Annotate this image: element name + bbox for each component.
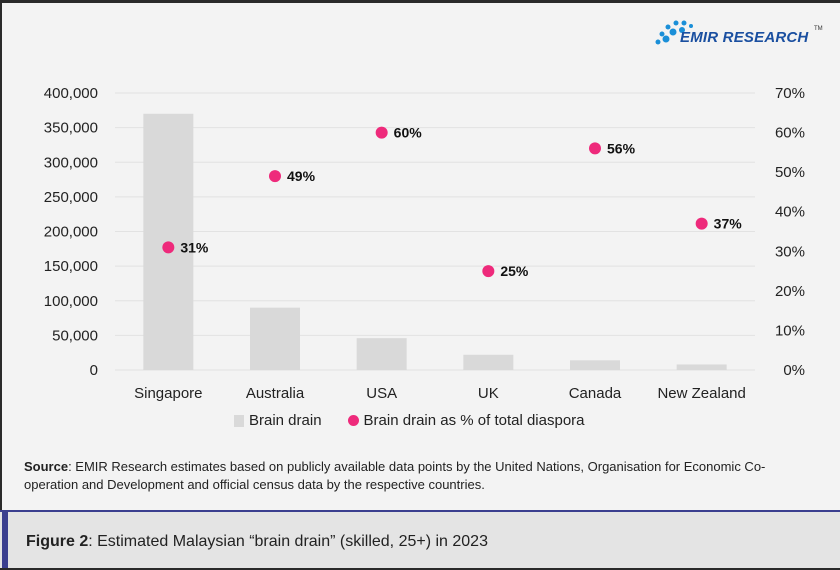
source-label: Source [24, 459, 69, 474]
x-category-label: UK [478, 385, 499, 402]
y-right-tick-label: 50% [775, 164, 805, 181]
bar-australia [250, 307, 300, 370]
pct-data-label: 56% [607, 140, 636, 156]
y-right-tick-label: 60% [775, 125, 805, 142]
caption-accent-bar [2, 510, 8, 568]
x-category-label: Singapore [134, 385, 202, 402]
y-left-tick-label: 300,000 [44, 154, 98, 171]
bar-uk [463, 354, 514, 370]
bar-canada [570, 360, 620, 370]
y-right-tick-label: 40% [775, 204, 805, 221]
source-note: Source: EMIR Research estimates based on… [24, 458, 814, 494]
emir-logo-dots-icon [655, 20, 693, 45]
x-category-label: Australia [246, 385, 305, 402]
trademark: TM [814, 26, 823, 32]
y-left-tick-label: 400,000 [44, 85, 98, 102]
pct-point [695, 217, 708, 230]
legend-label: Brain drain as % of total diaspora [363, 412, 585, 429]
y-left-tick-label: 200,000 [44, 224, 98, 241]
chart: 0 50,000 100,000 150,000 200,000 250,000 300,0… [44, 85, 805, 402]
y-right-tick-label: 70% [775, 85, 805, 102]
pct-point [269, 170, 281, 183]
pct-data-label: 60% [394, 125, 423, 141]
pct-point [375, 126, 388, 139]
legend-label: Brain drain [249, 412, 322, 429]
legend-dot-swatch [347, 415, 359, 426]
bar-new-zealand [676, 364, 727, 370]
x-category-label: New Zealand [657, 385, 745, 402]
y-left-tick-label: 50,000 [52, 327, 98, 344]
y-right-tick-label: 30% [775, 243, 805, 260]
y-left-tick-label: 350,000 [44, 120, 98, 137]
figure-frame [2, 3, 840, 565]
y-right-tick-label: 10% [775, 322, 805, 339]
logo-text: EMIR RESEARCH [680, 29, 809, 46]
legend-item-dot: Brain drain as % of total diaspora [347, 412, 585, 429]
pct-point [482, 265, 495, 278]
x-category-label: Canada [569, 385, 622, 402]
y-right-tick-label: 0% [783, 362, 805, 379]
pct-data-label: 31% [180, 239, 209, 255]
y-left-tick-label: 0 [90, 362, 98, 379]
caption-label: Figure 2 [26, 533, 89, 550]
y-left-tick-label: 100,000 [44, 293, 98, 310]
bar-usa [356, 338, 407, 370]
x-category-label: USA [366, 385, 397, 402]
pct-data-label: 25% [500, 263, 529, 279]
pct-data-label: 37% [714, 216, 743, 232]
pct-point [162, 241, 175, 254]
legend-item-bar: Brain drain [234, 412, 322, 429]
y-left-tick-label: 250,000 [44, 189, 98, 206]
legend-bar-swatch [234, 414, 244, 427]
source-text: : EMIR Research estimates based on publi… [24, 459, 766, 492]
legend: Brain drain Brain drain as % of total di… [234, 412, 585, 429]
pct-data-label: 49% [287, 168, 316, 184]
pct-point [589, 142, 601, 155]
y-left-tick-label: 150,000 [44, 258, 98, 275]
caption-band [0, 510, 840, 568]
y-right-tick-label: 20% [775, 283, 805, 300]
caption-text: : Estimated Malaysian “brain drain” (ski… [88, 533, 488, 550]
figure-caption: Figure 2: Estimated Malaysian “brain dra… [26, 533, 488, 551]
